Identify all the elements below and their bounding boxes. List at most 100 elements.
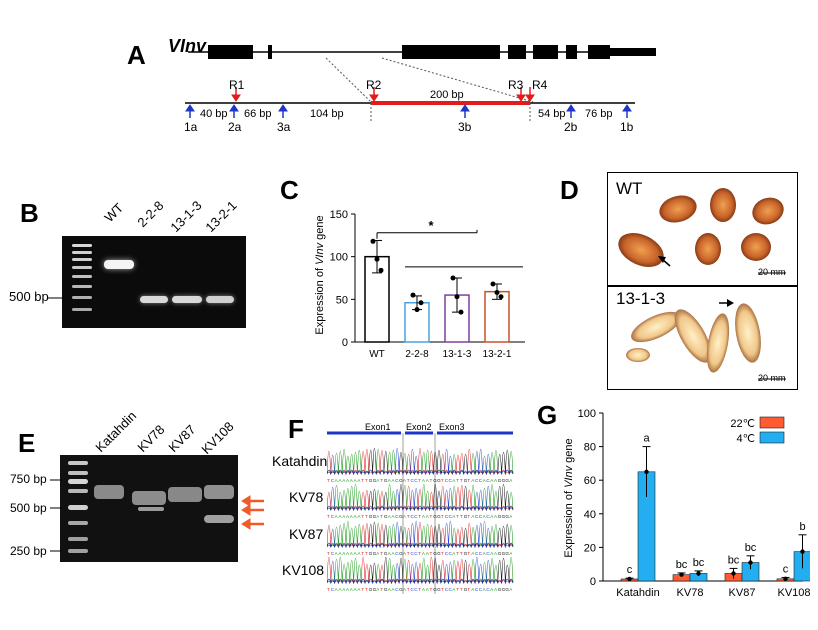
gel-lane-label: KV108 — [198, 418, 237, 457]
base-call: T — [441, 478, 444, 483]
x-tick-label: 13-2-1 — [483, 349, 512, 360]
base-call: T — [460, 478, 463, 483]
base-call: G — [399, 551, 403, 556]
data-point — [731, 571, 736, 576]
base-call: T — [467, 514, 470, 519]
base-call: C — [475, 551, 479, 556]
base-call: G — [433, 587, 437, 592]
y-tick-label: 50 — [336, 294, 348, 306]
base-call: A — [403, 478, 407, 483]
base-call: T — [380, 551, 383, 556]
scale-bar-label: 20 mm — [758, 373, 786, 383]
x-tick-label: KV78 — [677, 587, 704, 599]
base-call: G — [399, 478, 403, 483]
distance-label: 104 bp — [310, 108, 344, 120]
base-call: A — [335, 587, 339, 592]
exon-block — [533, 45, 558, 59]
base-call: G — [369, 478, 373, 483]
base-call: A — [403, 551, 407, 556]
gel-band — [204, 485, 234, 499]
base-call: A — [376, 514, 380, 519]
base-call: T — [460, 514, 463, 519]
base-call: C — [475, 587, 479, 592]
base-call: G — [399, 514, 403, 519]
base-call: C — [395, 478, 399, 483]
base-call: C — [331, 587, 335, 592]
base-call: C — [414, 514, 418, 519]
primer-arrow — [278, 104, 288, 112]
exon-block — [508, 45, 526, 59]
data-point — [800, 549, 805, 554]
base-call: T — [418, 587, 421, 592]
data-point — [458, 309, 464, 315]
base-call: A — [354, 514, 358, 519]
base-call: G — [502, 551, 506, 556]
base-call: A — [342, 478, 346, 483]
base-call: C — [331, 551, 335, 556]
base-call: A — [338, 551, 342, 556]
gel-lane-label: 13-1-3 — [167, 197, 205, 235]
x-tick-label: 2-2-8 — [405, 349, 429, 360]
base-call: A — [483, 478, 487, 483]
base-call: G — [369, 551, 373, 556]
base-call: A — [335, 514, 339, 519]
base-call: T — [418, 478, 421, 483]
marker-label: 250 bp — [10, 544, 47, 558]
sample-label: KV78 — [289, 489, 324, 505]
gel-lane-label: 13-2-1 — [202, 197, 240, 235]
base-call: T — [327, 551, 330, 556]
base-call: A — [494, 587, 498, 592]
legend-label: 22℃ — [730, 418, 755, 430]
base-call: G — [498, 514, 502, 519]
base-call: A — [471, 551, 475, 556]
exon-label: Exon1 — [365, 422, 391, 432]
gel-lane-label: Katahdin — [92, 408, 140, 455]
base-call: A — [422, 478, 426, 483]
base-call: C — [445, 478, 449, 483]
base-call: G — [498, 587, 502, 592]
base-call: G — [464, 551, 468, 556]
significance-letter: bc — [676, 559, 688, 571]
primer-label: 2b — [564, 120, 578, 134]
base-call: A — [471, 478, 475, 483]
base-call: A — [338, 478, 342, 483]
marker-label: 750 bp — [10, 472, 47, 486]
base-call: C — [411, 514, 415, 519]
base-call: T — [467, 478, 470, 483]
gel-band — [140, 296, 168, 303]
base-call: G — [433, 514, 437, 519]
base-call: G — [437, 587, 441, 592]
x-tick-label: KV108 — [777, 587, 810, 599]
base-call: C — [395, 514, 399, 519]
data-point — [410, 292, 416, 298]
marker-label: 500 bp — [10, 501, 47, 515]
base-call: G — [505, 551, 509, 556]
base-call: G — [369, 514, 373, 519]
band-arrow-icon — [241, 495, 251, 507]
base-call: T — [430, 514, 433, 519]
base-call: T — [365, 587, 368, 592]
base-call: G — [437, 551, 441, 556]
base-call: T — [327, 478, 330, 483]
primer-arrow — [566, 104, 576, 112]
gel-band — [172, 296, 202, 303]
base-call: C — [395, 551, 399, 556]
base-call: G — [505, 478, 509, 483]
base-call: C — [479, 587, 483, 592]
base-call: G — [373, 514, 377, 519]
base-call: A — [357, 478, 361, 483]
base-call: G — [505, 514, 509, 519]
base-call: A — [490, 587, 494, 592]
y-axis-label: Expression of VInv gene — [314, 215, 326, 334]
base-call: A — [452, 478, 456, 483]
base-call: T — [365, 478, 368, 483]
base-call: G — [437, 514, 441, 519]
primer-label: 1b — [620, 120, 634, 134]
gel-band — [104, 260, 134, 269]
base-call: C — [411, 478, 415, 483]
base-call: C — [411, 551, 415, 556]
sample-label: KV87 — [289, 526, 324, 542]
data-point — [490, 281, 496, 287]
exon-block — [588, 45, 610, 59]
